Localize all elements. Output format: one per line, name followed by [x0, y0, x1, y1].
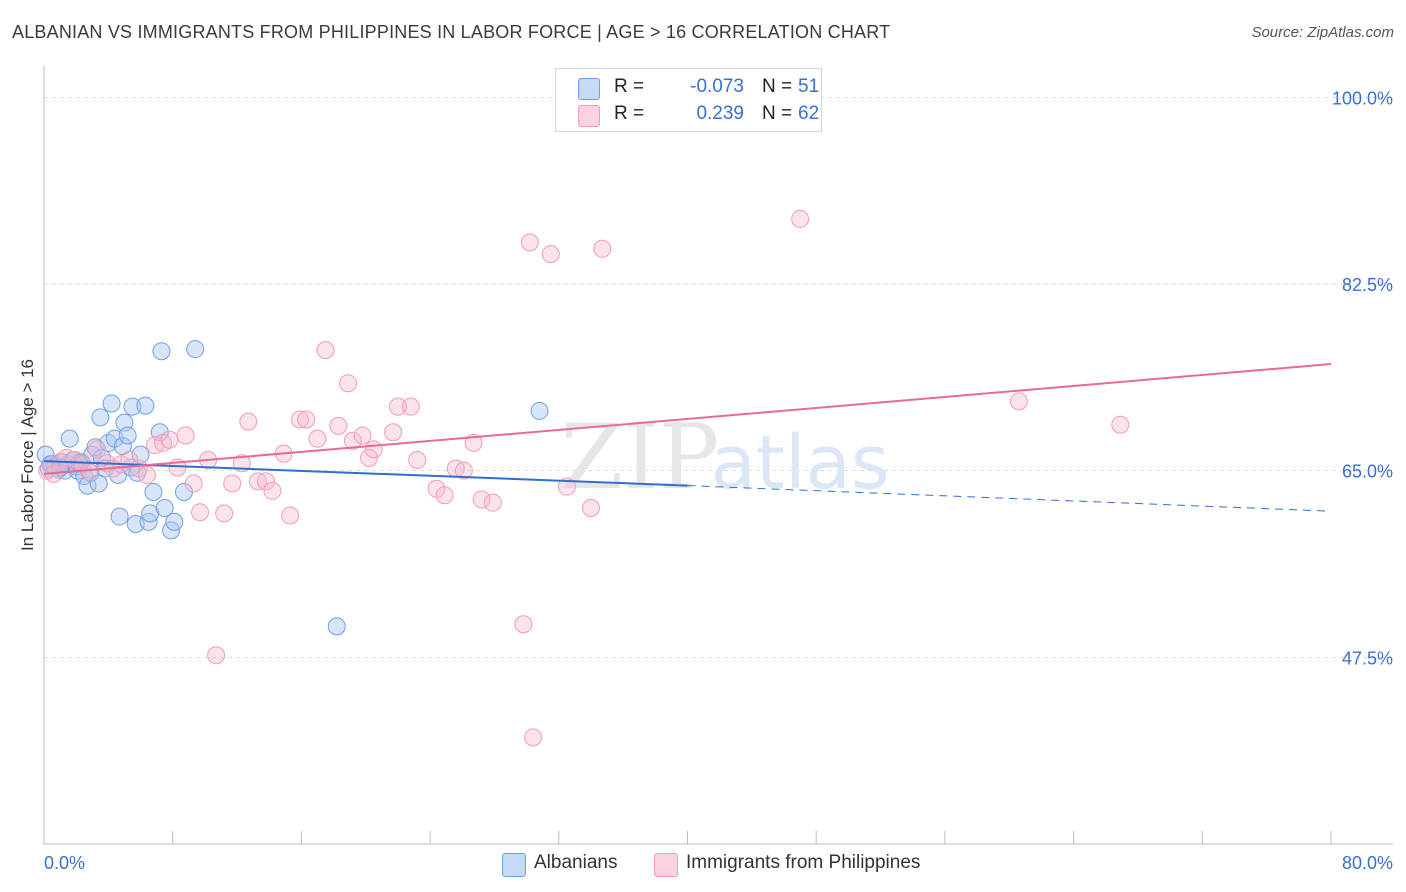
philippines-point — [290, 410, 309, 429]
philippines-point — [581, 499, 600, 517]
legend-n-value: 62 — [798, 103, 820, 124]
series-label-philippines: Immigrants from Philippines — [686, 852, 921, 873]
philippines-point — [593, 239, 612, 258]
philippines-point — [384, 423, 403, 442]
philippines-point — [207, 646, 226, 665]
philippines-point — [263, 481, 282, 500]
philippines-point — [65, 451, 84, 469]
philippines-point — [88, 440, 107, 459]
philippines-point — [339, 374, 358, 393]
data-points — [36, 209, 1130, 747]
philippines-point — [176, 426, 195, 445]
axes — [43, 66, 1393, 845]
philippines-point — [557, 477, 576, 496]
albanians-point — [131, 445, 150, 464]
correlation-legend: R = -0.073 N = 51 R = 0.239 N = 62 — [555, 68, 822, 132]
watermark: ZIP atlas — [561, 405, 890, 510]
trend-lines — [43, 363, 1332, 512]
albanians-point — [155, 499, 174, 517]
philippines-point — [359, 448, 378, 467]
philippines-point — [329, 416, 348, 435]
albanians-point — [165, 512, 184, 531]
philippines-point — [137, 465, 156, 484]
y-tick-label: 100.0% — [1332, 88, 1393, 108]
philippines-point — [184, 474, 203, 493]
albanians-trend-extension — [687, 485, 1332, 512]
philippines-point — [408, 451, 427, 469]
source-label: Source: ZipAtlas.com — [1251, 24, 1394, 41]
philippines-point — [257, 472, 276, 491]
albanians-point — [327, 617, 346, 636]
philippines-point — [464, 433, 483, 452]
legend-r-label: R = — [614, 76, 645, 97]
watermark-zip: ZIP — [561, 405, 720, 510]
philippines-point — [316, 341, 335, 360]
legend-swatch-philippines — [578, 105, 600, 127]
philippines-point — [401, 397, 420, 416]
chart-title: ALBANIAN VS IMMIGRANTS FROM PHILIPPINES … — [12, 22, 891, 42]
philippines-point — [541, 245, 560, 264]
albanians-point — [123, 397, 142, 416]
philippines-point — [160, 430, 179, 449]
philippines-point — [364, 440, 383, 459]
albanians-point — [530, 401, 549, 420]
philippines-point — [483, 493, 502, 512]
tick-labels: 47.5% 65.0% 82.5% 100.0% 0.0% 80.0% — [44, 88, 1393, 873]
philippines-point — [215, 504, 234, 523]
albanians-point — [186, 340, 205, 359]
legend-n-value: 51 — [798, 76, 820, 97]
albanians-point — [118, 426, 137, 445]
philippines-trend-line — [43, 363, 1332, 475]
philippines-point — [308, 429, 327, 448]
philippines-point — [191, 503, 210, 522]
legend-swatch-albanians — [578, 78, 600, 100]
albanians-point — [91, 408, 110, 427]
philippines-point — [297, 410, 316, 429]
philippines-point — [454, 461, 473, 480]
x-tick-label: 0.0% — [44, 853, 85, 873]
albanians-point — [136, 396, 155, 415]
philippines-point — [520, 233, 539, 252]
y-tick-label: 65.0% — [1342, 462, 1393, 482]
watermark-atlas: atlas — [711, 420, 890, 506]
series-swatch-philippines — [654, 853, 678, 877]
philippines-point — [514, 615, 533, 634]
albanians-point — [89, 474, 108, 493]
philippines-point — [281, 506, 300, 525]
albanians-point — [36, 445, 55, 464]
philippines-point — [1009, 392, 1028, 411]
y-tick-label: 47.5% — [1342, 648, 1393, 668]
legend-r-value: 0.239 — [696, 103, 744, 124]
philippines-point — [472, 490, 491, 509]
legend-r-value: -0.073 — [690, 76, 744, 97]
series-label-albanians: Albanians — [534, 852, 618, 873]
albanians-point — [102, 394, 121, 413]
series-swatch-albanians — [502, 853, 526, 877]
philippines-point — [353, 426, 372, 445]
series-legend: Albanians Immigrants from Philippines — [0, 852, 1406, 878]
philippines-point — [388, 397, 407, 416]
philippines-point — [239, 412, 258, 431]
philippines-point — [343, 431, 362, 450]
albanians-point — [152, 342, 171, 361]
legend-n-label: N = — [762, 103, 793, 124]
philippines-point — [73, 455, 92, 474]
philippines-point — [435, 486, 454, 505]
legend-n-label: N = — [762, 76, 793, 97]
albanians-point — [110, 507, 129, 526]
philippines-point — [524, 728, 543, 747]
y-tick-label: 82.5% — [1342, 275, 1393, 295]
philippines-point — [791, 209, 810, 228]
legend-r-label: R = — [614, 103, 645, 124]
grid-lines — [44, 96, 1393, 658]
albanians-point — [60, 429, 79, 448]
albanians-point — [144, 483, 163, 501]
x-tick-label: 80.0% — [1342, 853, 1393, 873]
philippines-point — [1111, 415, 1130, 434]
philippines-point — [80, 462, 99, 481]
philippines-point — [223, 474, 242, 493]
